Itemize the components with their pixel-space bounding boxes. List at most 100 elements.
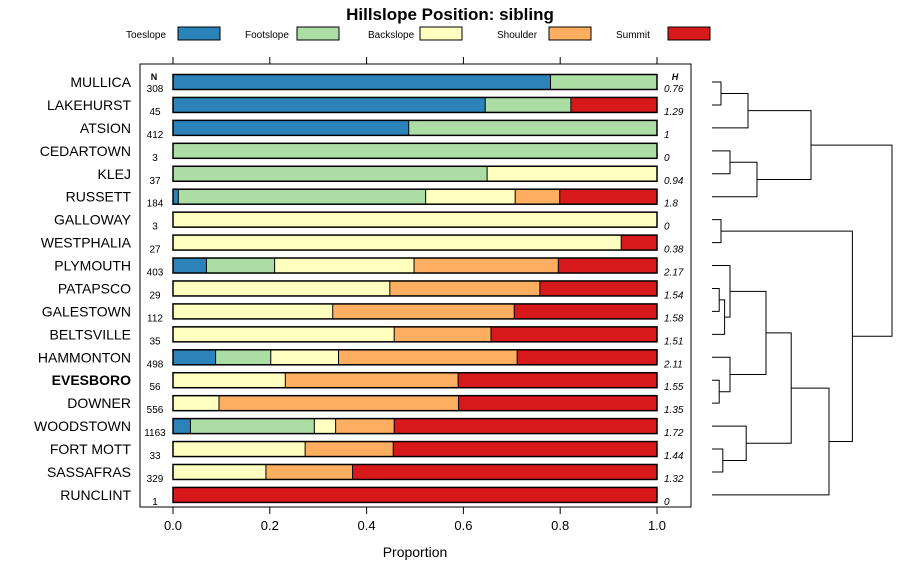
bar-segment-backslope	[173, 326, 395, 342]
row-downer: DOWNER 556 1.35	[67, 394, 684, 416]
row-beltsville: BELTSVILLE 35 1.51	[50, 326, 683, 347]
bar-segment-footslope	[173, 166, 488, 182]
bar-segment-summit	[490, 326, 657, 342]
bar-segment-shoulder	[338, 349, 518, 365]
series-label: EVESBORO	[52, 372, 131, 388]
legend-label-footslope: Footslope	[245, 30, 289, 41]
h-value: 1.55	[664, 382, 684, 393]
bar-segment-footslope	[190, 418, 315, 434]
bar-segment-summit	[558, 258, 657, 274]
row-runclint: RUNCLINT 1 0	[60, 486, 670, 508]
bar-segment-shoulder	[389, 280, 540, 296]
h-value: 1	[664, 130, 670, 141]
bar-outline	[172, 257, 658, 274]
n-value: 184	[147, 199, 164, 210]
x-tick-label: 0.2	[261, 518, 279, 533]
row-klej: KLEJ 37 0.94	[98, 165, 684, 187]
bar-segment-toeslope	[173, 418, 191, 434]
x-axis-label: Proportion	[383, 544, 448, 560]
legend-swatch-footslope	[296, 26, 340, 41]
dendrogram-link	[712, 81, 722, 106]
legend-label-toeslope: Toeslope	[126, 30, 166, 41]
bar-segment-shoulder	[335, 418, 395, 434]
bar-segment-summit	[352, 464, 657, 480]
h-value: 1.35	[664, 405, 684, 416]
bar-outline	[172, 142, 658, 160]
series-label: PATAPSCO	[58, 280, 131, 296]
dendrogram-link	[712, 161, 758, 198]
n-value: 27	[149, 245, 161, 256]
bar-segment-shoulder	[218, 395, 459, 411]
bar-segment-summit	[458, 395, 657, 411]
bar-segment-backslope	[173, 441, 306, 457]
x-tick-label: 0.4	[358, 518, 376, 533]
dendrogram-link	[730, 290, 767, 375]
bar-outline	[172, 119, 658, 137]
bar-segment-shoulder	[414, 258, 559, 274]
bar-segment-toeslope	[173, 349, 216, 365]
bar-segment-toeslope	[173, 74, 551, 90]
series-label: ATSION	[80, 120, 131, 136]
n-value: 498	[147, 359, 164, 370]
series-label: PLYMOUTH	[54, 258, 131, 274]
series-label: GALESTOWN	[42, 303, 131, 319]
series-label: WESTPHALIA	[41, 235, 132, 251]
row-evesboro: EVESBORO 56 1.55	[52, 371, 684, 393]
h-value: 1.51	[664, 336, 683, 347]
dendrogram-link	[721, 230, 853, 443]
bar-segment-summit	[458, 372, 657, 388]
bar-outline	[172, 394, 658, 412]
row-cedartown: CEDARTOWN 3 0	[40, 142, 670, 164]
x-tick-label: 0.6	[454, 518, 472, 533]
row-russett: RUSSETT 184 1.8	[66, 188, 678, 210]
bar-segment-backslope	[173, 464, 266, 480]
bar-outline	[172, 165, 658, 183]
bar-segment-summit	[173, 487, 657, 503]
series-label: GALLOWAY	[54, 212, 132, 228]
bar-segment-footslope	[485, 97, 571, 113]
row-westphalia: WESTPHALIA 27 0.38	[41, 234, 684, 256]
legend-swatch-backslope	[419, 26, 463, 41]
legend-swatch-summit	[667, 26, 711, 41]
dendrogram-link	[712, 299, 726, 335]
row-atsion: ATSION 412 1	[80, 119, 670, 141]
bar-segment-backslope	[173, 280, 390, 296]
row-lakehurst: LAKEHURST 45 1.29	[47, 96, 684, 118]
series-label: DOWNER	[67, 395, 131, 411]
n-value: 3	[152, 222, 158, 233]
n-column-header: N	[151, 72, 158, 82]
n-value: 56	[149, 382, 161, 393]
dendrogram-link	[712, 287, 720, 312]
n-value: 37	[149, 176, 161, 187]
bar-segment-shoulder	[394, 326, 491, 342]
bar-segment-toeslope	[173, 120, 409, 136]
bar-segment-backslope	[173, 303, 333, 319]
bar-segment-shoulder	[285, 372, 459, 388]
dendrogram-link	[712, 92, 749, 129]
bar-segment-backslope	[487, 166, 657, 182]
bar-segment-summit	[394, 418, 657, 434]
h-value: 2.11	[663, 359, 683, 370]
n-value: 112	[147, 313, 163, 324]
dendrogram-link	[712, 448, 724, 473]
bar-outline	[172, 73, 658, 91]
row-galloway: GALLOWAY 3 0	[54, 211, 670, 233]
bar-segment-footslope	[173, 143, 657, 159]
h-column-header: H	[672, 72, 679, 82]
n-value: 308	[147, 84, 164, 95]
series-label: RUSSETT	[66, 189, 132, 205]
legend-swatch-toeslope	[177, 26, 221, 41]
dendrogram-link	[712, 219, 722, 244]
row-plymouth: PLYMOUTH 403 2.17	[54, 257, 684, 279]
bar-segment-backslope	[173, 372, 286, 388]
dendrogram-link	[712, 387, 830, 496]
series-label: CEDARTOWN	[40, 143, 131, 159]
bar-segment-footslope	[215, 349, 271, 365]
bar-segment-summit	[570, 97, 657, 113]
dendrogram-link	[712, 265, 731, 318]
bar-outline	[172, 486, 658, 504]
bar-segment-backslope	[173, 395, 219, 411]
row-hammonton: HAMMONTON 498 2.11	[38, 349, 683, 370]
bar-segment-backslope	[173, 235, 622, 251]
